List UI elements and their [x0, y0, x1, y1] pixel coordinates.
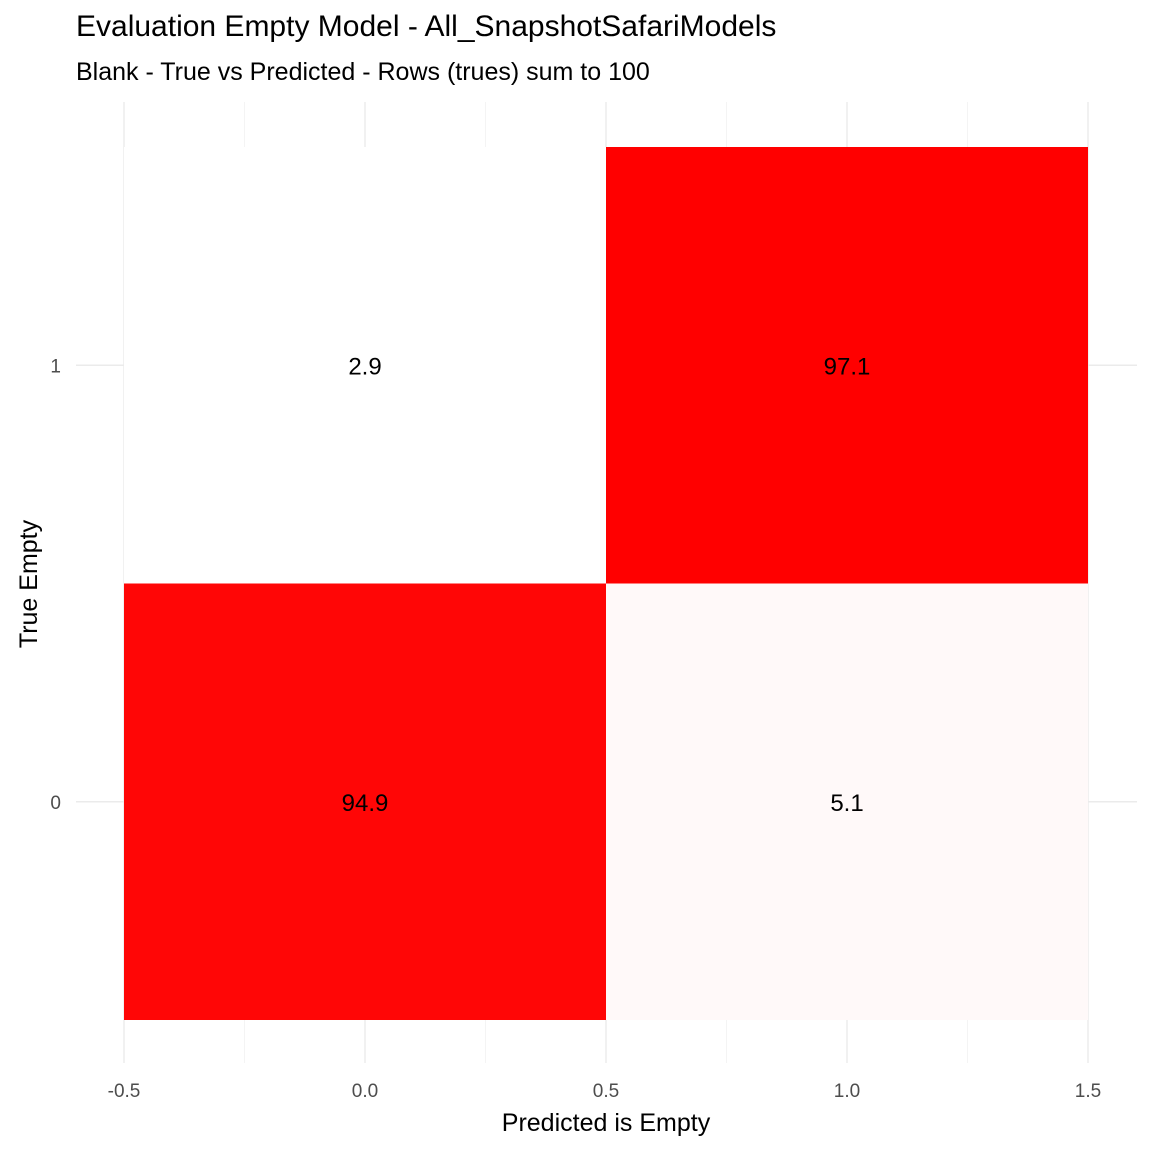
- heatmap-cell: [606, 583, 1088, 1020]
- x-tick-label: 0.0: [352, 1081, 378, 1102]
- heatmap-cells: [124, 147, 1088, 1020]
- cell-value-label: 97.1: [824, 353, 871, 380]
- x-tick-label: -0.5: [108, 1081, 141, 1102]
- heatmap-cell: [606, 147, 1088, 584]
- x-axis-ticks: -0.5 0.0 0.5 1.0 1.5: [108, 1081, 1102, 1102]
- y-axis-title: True Empty: [15, 519, 43, 648]
- chart-subtitle: Blank - True vs Predicted - Rows (trues)…: [76, 58, 650, 86]
- x-tick-label: 1.5: [1075, 1081, 1101, 1102]
- heatmap-cell: [124, 583, 606, 1020]
- chart-title: Evaluation Empty Model - All_SnapshotSaf…: [76, 10, 777, 43]
- cell-value-label: 94.9: [342, 790, 389, 817]
- cell-value-label: 5.1: [830, 790, 863, 817]
- x-tick-label: 1.0: [834, 1081, 860, 1102]
- x-axis-title: Predicted is Empty: [502, 1109, 711, 1137]
- y-axis-ticks: 01: [50, 356, 61, 814]
- y-tick-label: 0: [50, 793, 61, 814]
- heatmap-cell: [124, 147, 606, 584]
- y-tick-label: 1: [50, 356, 61, 377]
- cell-labels: 2.9 97.1 94.9 5.1: [342, 353, 871, 817]
- x-tick-label: 0.5: [593, 1081, 619, 1102]
- cell-value-label: 2.9: [348, 353, 381, 380]
